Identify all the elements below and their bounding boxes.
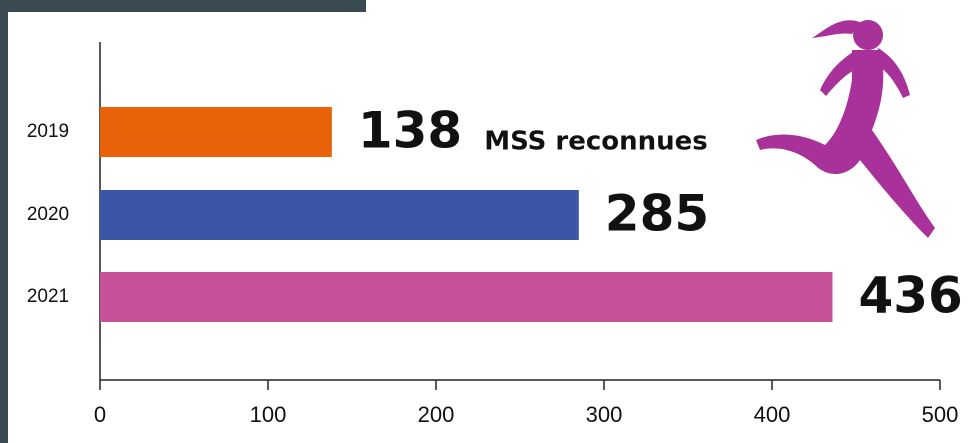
x-tick-label: 200 bbox=[418, 402, 455, 427]
bar bbox=[100, 272, 833, 322]
y-tick-label: 2019 bbox=[27, 121, 69, 142]
x-tick-label: 0 bbox=[94, 402, 106, 427]
x-tick-label: 300 bbox=[586, 402, 623, 427]
runner-icon bbox=[756, 20, 935, 238]
value-label: 138 bbox=[358, 102, 462, 160]
bar bbox=[100, 107, 332, 157]
x-tick-label: 500 bbox=[922, 402, 959, 427]
bar bbox=[100, 190, 579, 240]
x-tick-label: 100 bbox=[250, 402, 287, 427]
y-tick-label: 2020 bbox=[27, 204, 69, 225]
value-label: 436 bbox=[858, 267, 962, 325]
annotation: MSS reconnues bbox=[484, 127, 708, 157]
value-label: 285 bbox=[605, 185, 709, 243]
y-tick-label: 2021 bbox=[27, 286, 69, 307]
x-tick-label: 400 bbox=[754, 402, 791, 427]
